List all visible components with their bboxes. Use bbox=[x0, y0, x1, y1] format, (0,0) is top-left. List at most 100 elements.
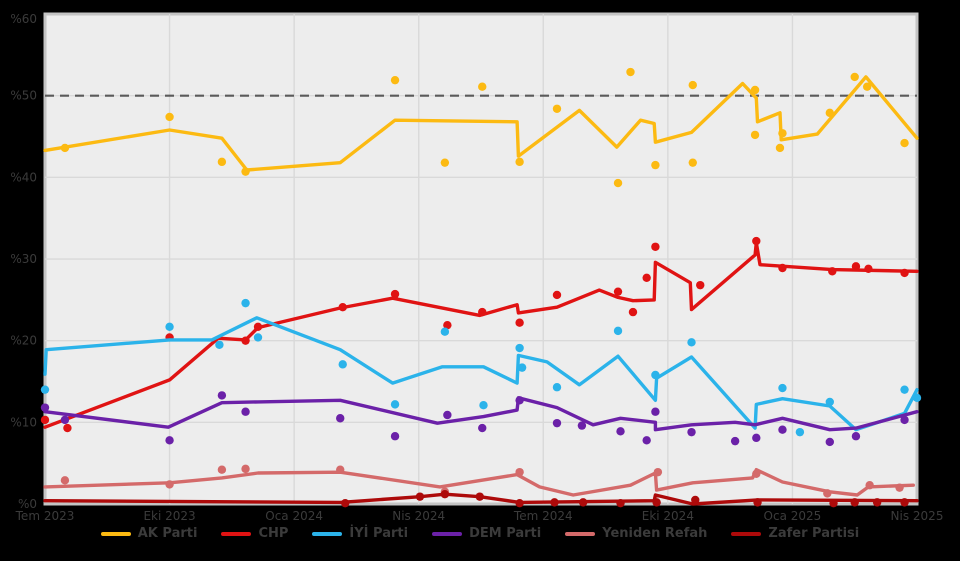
x-axis-tick-label: Nis 2024 bbox=[392, 509, 445, 523]
y-axis-tick-label: %10 bbox=[10, 415, 37, 429]
legend-item-series-3: DEM Parti bbox=[432, 527, 541, 540]
legend-label-series-0: AK Parti bbox=[137, 526, 198, 541]
data-point-series-1 bbox=[552, 290, 562, 300]
data-point-series-0 bbox=[775, 143, 785, 153]
x-axis-tick-label: Oca 2024 bbox=[265, 509, 323, 523]
data-point-series-3 bbox=[651, 407, 660, 416]
data-point-series-0 bbox=[217, 157, 227, 167]
legend-swatch-series-3 bbox=[432, 531, 463, 536]
data-point-series-2 bbox=[440, 327, 450, 336]
data-point-series-3 bbox=[825, 437, 834, 447]
data-point-series-1 bbox=[613, 287, 623, 296]
data-point-series-3 bbox=[730, 436, 740, 446]
data-point-series-3 bbox=[336, 414, 345, 423]
data-point-series-2 bbox=[479, 400, 488, 410]
data-point-series-3 bbox=[687, 427, 696, 437]
y-axis-tick-label: %40 bbox=[10, 170, 37, 184]
data-point-series-4 bbox=[217, 465, 227, 474]
data-point-series-0 bbox=[552, 104, 562, 113]
data-point-series-2 bbox=[390, 400, 400, 409]
data-point-series-3 bbox=[217, 391, 227, 400]
trend-line-series-4 bbox=[43, 468, 915, 497]
data-point-series-3 bbox=[577, 421, 587, 430]
data-point-series-1 bbox=[628, 307, 638, 317]
data-point-series-1 bbox=[651, 242, 660, 251]
x-axis-tick-label: Tem 2024 bbox=[513, 509, 573, 523]
data-point-series-1 bbox=[696, 280, 705, 290]
data-point-series-2 bbox=[517, 363, 527, 372]
data-point-series-3 bbox=[165, 436, 174, 445]
chart-legend: AK Parti CHP İYİ Parti DEM Parti Yeniden… bbox=[0, 527, 960, 540]
data-point-series-2 bbox=[241, 298, 250, 308]
data-point-series-0 bbox=[850, 72, 859, 82]
data-point-series-0 bbox=[165, 112, 174, 122]
data-point-series-2 bbox=[795, 427, 805, 437]
data-point-series-0 bbox=[626, 67, 635, 77]
legend-label-series-1: CHP bbox=[258, 526, 289, 541]
legend-item-series-2: İYİ Parti bbox=[312, 527, 408, 540]
legend-item-series-4: Yeniden Refah bbox=[565, 527, 707, 540]
data-point-series-3 bbox=[478, 423, 487, 433]
legend-swatch-series-2 bbox=[312, 531, 343, 536]
data-point-series-3 bbox=[752, 433, 761, 443]
y-axis-tick-label: %60 bbox=[10, 12, 37, 26]
data-point-series-4 bbox=[60, 476, 70, 485]
x-axis-tick-label: Tem 2023 bbox=[15, 509, 75, 523]
legend-swatch-series-0 bbox=[100, 531, 131, 536]
data-point-series-2 bbox=[687, 338, 696, 347]
trend-line-series-2 bbox=[43, 316, 919, 432]
legend-item-series-5: Zafer Partisi bbox=[731, 527, 859, 540]
data-point-series-2 bbox=[338, 360, 347, 369]
data-point-series-3 bbox=[642, 436, 651, 445]
data-point-series-0 bbox=[613, 178, 623, 188]
data-point-series-1 bbox=[390, 289, 400, 299]
data-point-series-4 bbox=[241, 464, 250, 474]
legend-label-series-4: Yeniden Refah bbox=[602, 526, 708, 541]
trend-line-series-5 bbox=[43, 492, 919, 506]
x-axis-tick-label: Eki 2024 bbox=[642, 509, 694, 523]
x-axis-tick-label: Nis 2025 bbox=[891, 509, 944, 523]
legend-item-series-0: AK Parti bbox=[100, 526, 198, 541]
data-point-series-2 bbox=[165, 322, 174, 331]
data-point-series-3 bbox=[851, 432, 861, 441]
data-point-series-2 bbox=[515, 343, 524, 353]
data-point-series-0 bbox=[651, 160, 660, 170]
legend-item-series-1: CHP bbox=[221, 527, 288, 540]
x-axis-tick-label: Eki 2023 bbox=[143, 509, 195, 523]
data-point-series-2 bbox=[215, 340, 224, 349]
data-point-series-3 bbox=[241, 407, 250, 416]
data-point-series-1 bbox=[40, 415, 50, 425]
data-point-series-0 bbox=[900, 138, 909, 148]
data-point-series-1 bbox=[63, 423, 72, 433]
data-point-series-3 bbox=[60, 415, 70, 425]
data-point-series-2 bbox=[40, 385, 50, 394]
data-point-series-1 bbox=[642, 273, 651, 283]
x-axis-tick-label: Oca 2025 bbox=[764, 509, 822, 523]
y-axis-tick-label: %50 bbox=[10, 89, 37, 103]
data-point-series-2 bbox=[613, 326, 623, 336]
legend-swatch-series-4 bbox=[565, 531, 596, 536]
data-point-series-3 bbox=[40, 403, 50, 412]
legend-label-series-3: DEM Parti bbox=[469, 526, 542, 541]
data-point-series-2 bbox=[552, 383, 562, 392]
data-point-series-3 bbox=[616, 427, 625, 436]
legend-label-series-2: İYİ Parti bbox=[349, 526, 409, 541]
data-point-series-3 bbox=[552, 418, 562, 428]
trend-line-series-3 bbox=[43, 396, 919, 432]
data-point-series-1 bbox=[443, 320, 452, 330]
data-point-series-0 bbox=[390, 75, 400, 85]
data-point-series-2 bbox=[253, 333, 263, 342]
trend-line-series-0 bbox=[43, 75, 919, 172]
data-point-series-3 bbox=[443, 410, 452, 420]
data-point-series-3 bbox=[390, 432, 400, 441]
y-axis-tick-label: %20 bbox=[10, 334, 37, 348]
data-point-series-0 bbox=[515, 157, 524, 167]
data-point-series-0 bbox=[750, 130, 760, 140]
data-point-series-0 bbox=[862, 82, 872, 91]
data-point-series-2 bbox=[900, 385, 909, 394]
data-point-series-0 bbox=[440, 158, 450, 167]
data-point-series-2 bbox=[778, 383, 787, 393]
data-point-series-0 bbox=[688, 80, 697, 90]
